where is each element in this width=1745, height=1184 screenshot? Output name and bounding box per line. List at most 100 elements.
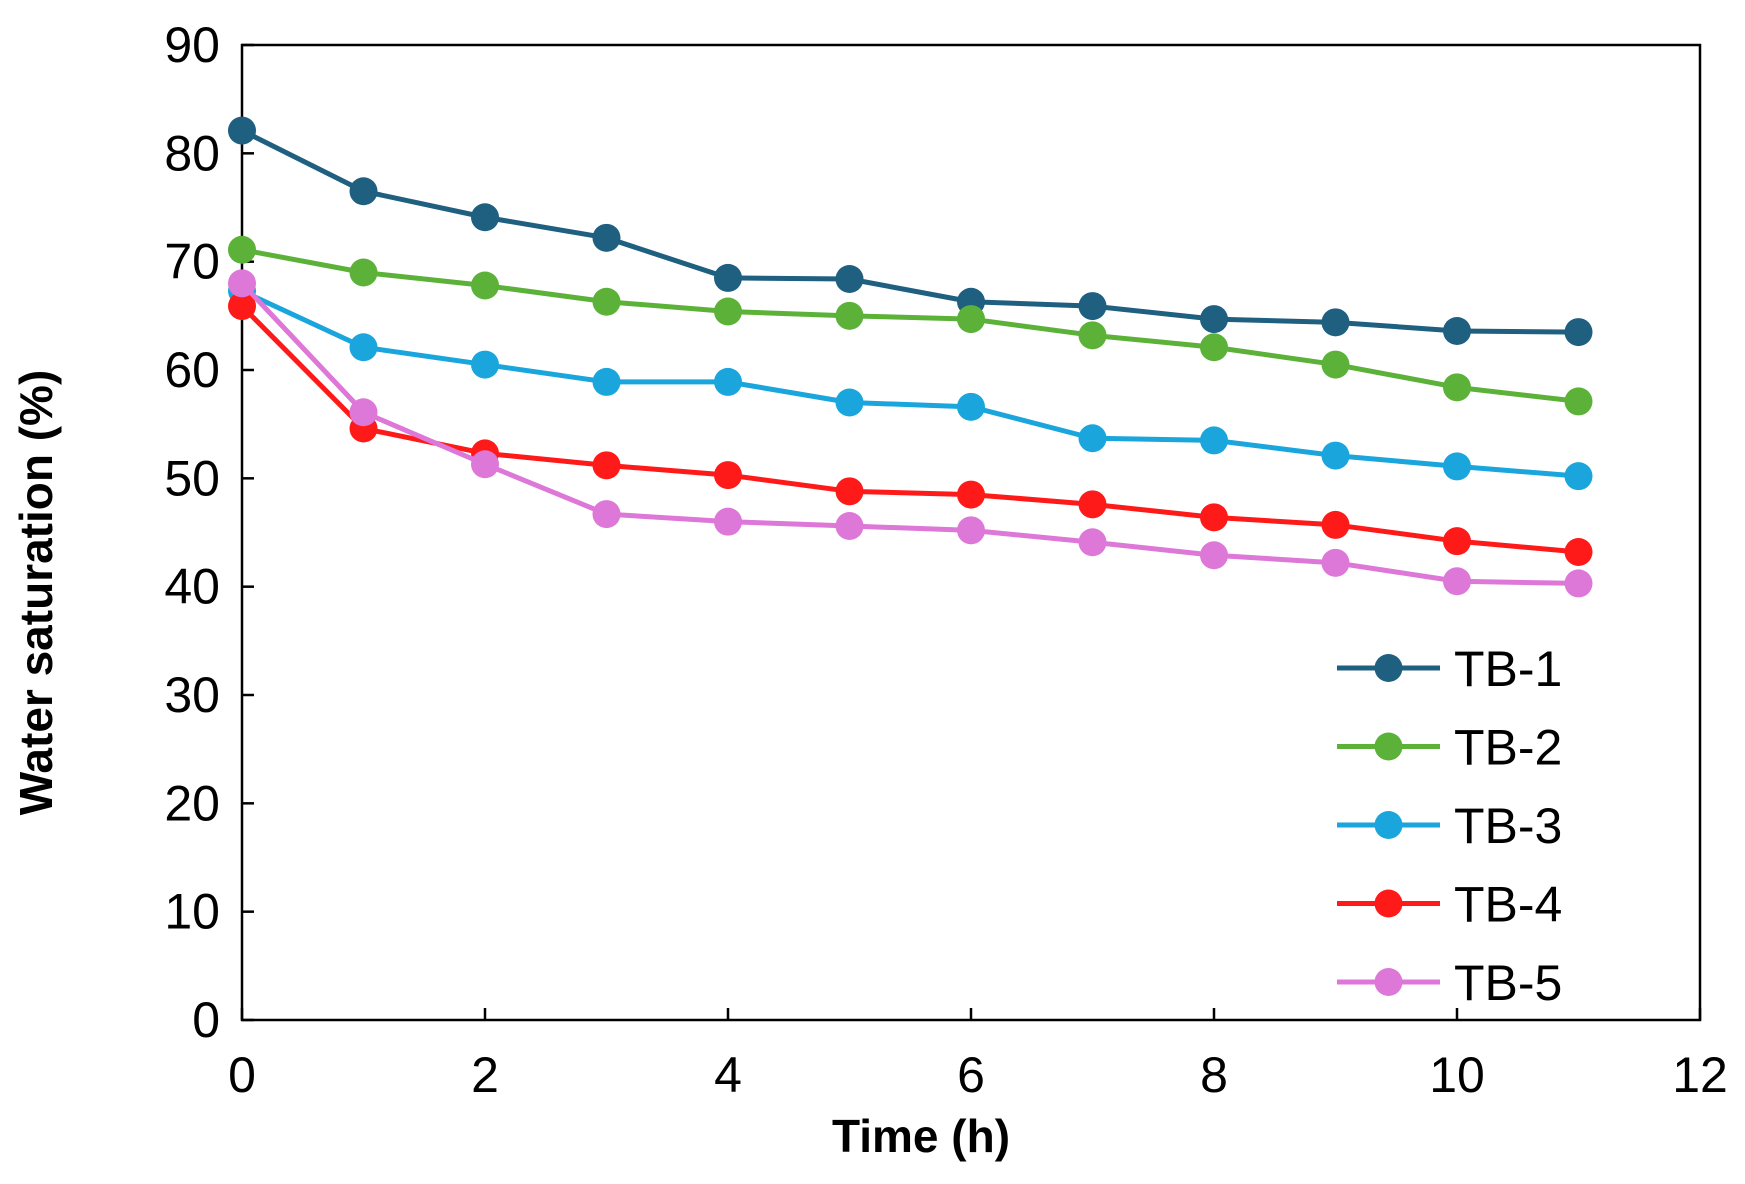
legend-item: TB-3 [1337, 798, 1562, 854]
data-point [1321, 548, 1350, 577]
y-tick-label: 10 [164, 884, 220, 940]
data-point [957, 305, 985, 334]
data-point [228, 116, 256, 145]
x-axis-title: Time (h) [832, 1110, 1010, 1162]
x-tick-label: 4 [714, 1047, 742, 1103]
data-point [471, 350, 499, 379]
y-tick-label: 70 [164, 234, 220, 290]
data-point [228, 269, 256, 298]
data-point [1078, 528, 1107, 557]
data-point [228, 235, 256, 264]
data-point [1564, 538, 1593, 566]
legend-marker [1374, 732, 1403, 761]
legend-label: TB-3 [1454, 798, 1562, 854]
data-point [1321, 510, 1350, 539]
series-line [240, 304, 1579, 555]
series-layer [228, 116, 1593, 598]
legend-marker [1374, 654, 1403, 682]
data-point [1321, 441, 1350, 470]
y-tick-label: 0 [192, 992, 220, 1048]
x-tick-label: 10 [1429, 1047, 1485, 1103]
data-point [1200, 426, 1228, 455]
data-point [835, 265, 864, 293]
legend-marker [1374, 889, 1403, 918]
y-tick-label: 50 [164, 450, 220, 506]
series-line [240, 128, 1579, 335]
x-tick-label: 2 [471, 1047, 499, 1103]
y-axis-title: Water saturation (%) [10, 370, 62, 816]
data-point [957, 480, 985, 509]
legend-item: TB-5 [1337, 955, 1562, 1011]
series-tb-5 [228, 269, 1593, 598]
data-point [835, 301, 864, 330]
legend-marker [1374, 968, 1403, 996]
data-point [835, 477, 864, 506]
data-point [349, 333, 378, 362]
data-point [714, 461, 742, 490]
data-point [1321, 308, 1350, 337]
series-line [240, 288, 1579, 479]
x-tick-label: 0 [228, 1047, 256, 1103]
data-point [957, 392, 985, 421]
legend-item: TB-1 [1337, 641, 1562, 697]
data-point [1200, 503, 1228, 532]
legend-label: TB-5 [1454, 955, 1562, 1011]
x-tick-label: 6 [957, 1047, 985, 1103]
plot-area-frame [240, 43, 1702, 1022]
data-point [714, 297, 742, 326]
data-point [349, 258, 378, 287]
data-point [1564, 569, 1593, 598]
data-point [471, 271, 499, 300]
data-point [1443, 527, 1471, 556]
data-point [349, 177, 378, 206]
data-point [592, 500, 621, 529]
data-point [1564, 318, 1593, 347]
x-tick-label: 12 [1672, 1047, 1728, 1103]
legend-label: TB-1 [1454, 641, 1562, 697]
y-tick-label: 80 [164, 125, 220, 181]
data-point [1078, 292, 1107, 321]
legend: TB-1 TB-2 TB-3 TB-4 TB-5 [1337, 641, 1562, 1011]
data-point [714, 263, 742, 292]
series-line [241, 247, 1579, 404]
legend-item: TB-2 [1337, 720, 1562, 776]
y-tick-label: 30 [164, 667, 220, 723]
data-point [1200, 305, 1228, 334]
y-tick-label: 90 [164, 17, 220, 73]
data-point [714, 367, 742, 396]
data-point [1564, 462, 1593, 491]
data-point [592, 367, 621, 396]
data-point [1200, 333, 1228, 362]
y-tick-label: 40 [164, 559, 220, 615]
data-point [1443, 373, 1471, 402]
x-axis: 0 2 4 6 8 10 12 [228, 1008, 1728, 1103]
data-point [1321, 350, 1350, 379]
y-axis: 0 10 20 30 40 50 60 70 80 90 [164, 17, 254, 1048]
data-point [1443, 567, 1471, 596]
data-point [1078, 321, 1107, 350]
data-point [471, 203, 499, 232]
data-point [1200, 541, 1228, 570]
data-point [349, 398, 378, 427]
data-point [471, 450, 499, 479]
series-tb-1 [228, 116, 1593, 347]
series-tb-2 [228, 235, 1593, 416]
data-point [835, 388, 864, 417]
data-point [1078, 424, 1107, 453]
y-tick-label: 20 [164, 775, 220, 831]
data-point [592, 451, 621, 480]
legend-item: TB-4 [1337, 877, 1562, 933]
data-point [592, 223, 621, 252]
data-point [835, 512, 864, 540]
data-point [1443, 317, 1471, 345]
data-point [1564, 387, 1593, 416]
data-point [228, 292, 256, 321]
y-tick-label: 60 [164, 342, 220, 398]
series-tb-3 [228, 276, 1593, 491]
series-line [240, 281, 1579, 586]
data-point [1443, 452, 1471, 481]
legend-label: TB-2 [1454, 720, 1562, 776]
data-point [957, 516, 985, 545]
data-point [592, 287, 621, 316]
